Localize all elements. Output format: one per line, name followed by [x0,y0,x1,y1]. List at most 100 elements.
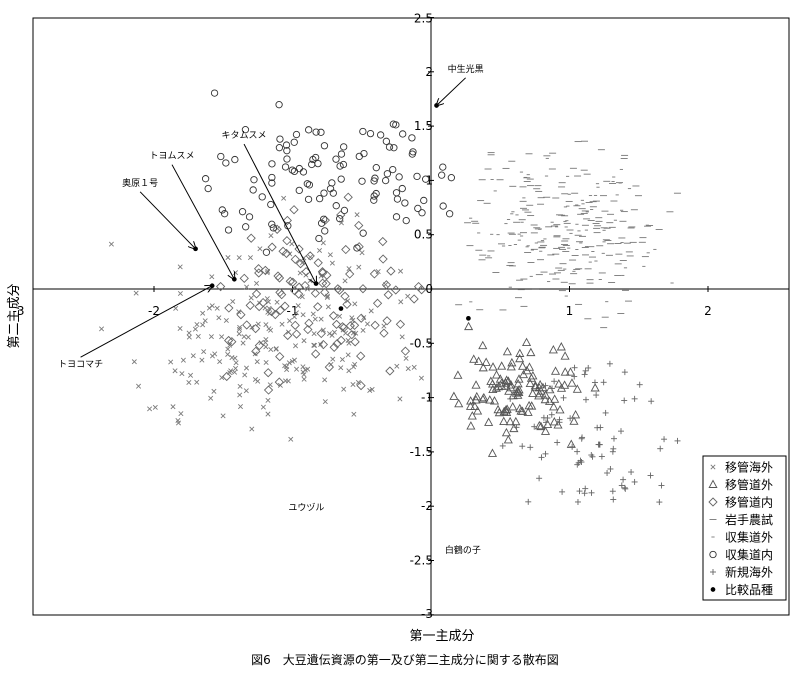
data-point [395,319,406,329]
data-point [383,170,392,178]
data-point [513,424,520,431]
data-point [262,339,268,346]
data-point [398,268,404,274]
data-point [515,348,525,357]
annotation-label: 奥原１号 [122,177,158,189]
data-point [285,378,291,384]
data-point [240,340,246,346]
data-point [300,369,306,375]
data-point [223,318,229,324]
data-point [281,163,290,171]
data-point [370,196,378,204]
data-point [506,361,516,371]
data-point [337,150,346,158]
data-point [233,365,239,371]
data-point [439,202,447,210]
data-point [220,413,226,419]
data-point [236,309,242,315]
y-tick-label: -0.5 [410,336,433,350]
legend-label: 岩手農試 [725,512,773,527]
y-tick-label: 1.5 [414,119,433,133]
data-point [345,321,355,331]
data-point [288,277,298,287]
data-point [288,166,296,174]
data-point [293,366,300,372]
data-point [285,276,295,286]
data-point [268,179,276,187]
data-point [366,129,375,138]
data-point [301,338,307,344]
data-point [369,269,380,279]
data-point [346,368,352,374]
x-tick-label: 1 [566,304,574,318]
data-point [332,155,340,163]
annotation-label: 白鶴の子 [445,544,481,556]
data-point [289,241,295,247]
data-point [549,401,559,411]
data-point [526,347,536,357]
data-point [598,453,605,460]
data-point [351,364,357,370]
data-point [381,323,387,329]
data-point [175,417,181,424]
data-point [385,143,394,151]
data-point [370,177,378,185]
data-point [266,305,272,311]
data-point [320,287,330,297]
data-point [504,386,514,395]
data-point [178,411,184,417]
data-point [214,305,220,311]
data-point [260,404,266,410]
data-point [534,420,544,430]
reference-point [209,283,215,289]
data-point [390,144,398,152]
data-point [350,330,356,336]
data-point [582,396,589,403]
data-point [556,383,567,392]
data-point [345,352,351,358]
data-point [180,357,186,363]
data-point [186,330,192,336]
data-point [554,379,564,388]
data-point [622,485,629,492]
data-point [333,284,343,294]
data-point [290,138,298,146]
data-point [402,216,410,225]
data-point [359,127,367,136]
data-point [341,386,347,392]
legend-label: 移管道内 [725,495,773,510]
legend-label: 収集道外 [725,530,773,545]
data-point [621,484,628,491]
data-point [420,196,428,205]
data-point [497,361,507,370]
data-point [413,281,424,292]
data-point [413,172,421,181]
data-point [249,426,255,432]
data-point [262,248,271,256]
data-point [445,210,454,218]
data-point [131,359,137,365]
data-point [220,210,229,218]
data-point [519,443,526,450]
data-point [188,372,194,378]
data-point [559,488,566,495]
data-point [361,315,367,321]
data-point [550,366,561,375]
y-tick-label: 1 [425,173,433,187]
data-point [318,278,328,288]
data-point [486,376,496,385]
data-point [321,279,331,289]
legend-label: 移管道外 [725,477,773,492]
data-point [471,380,481,389]
data-point [208,395,214,401]
data-point [329,332,335,338]
data-point [239,273,249,283]
data-point [464,321,474,331]
data-point [540,426,551,435]
data-point [280,301,290,311]
data-point [581,371,588,378]
data-point [236,255,242,261]
data-point [236,310,246,320]
data-point [329,189,337,197]
